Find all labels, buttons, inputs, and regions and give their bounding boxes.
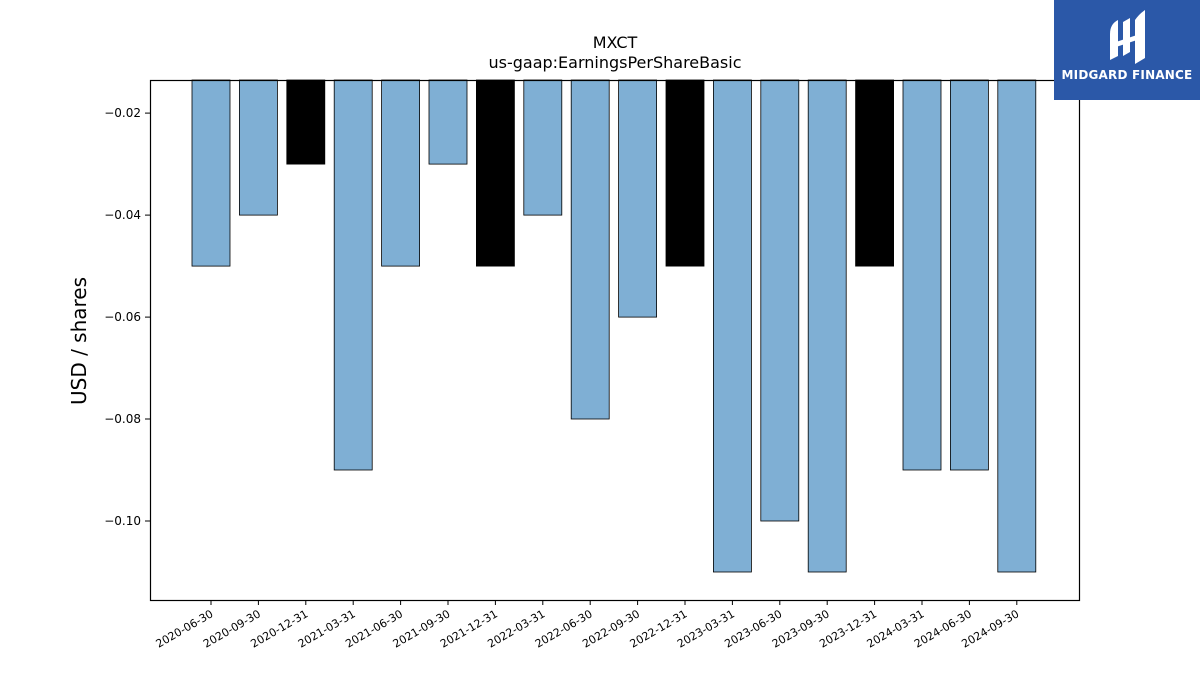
bar-2023-09-30 [807, 79, 847, 573]
bar-2024-09-30 [997, 79, 1037, 573]
y-axis: −0.02 −0.04 −0.06 −0.08 −0.10 [104, 106, 150, 528]
bar-2023-06-30 [760, 79, 800, 522]
chart-title: MXCT [593, 33, 638, 52]
bar-2022-03-31 [523, 79, 563, 216]
bar-2021-06-30 [381, 79, 421, 267]
chart-subtitle: us-gaap:EarningsPerShareBasic [488, 53, 741, 72]
bar-2024-03-31 [902, 79, 942, 471]
y-axis-label: USD / shares [67, 277, 91, 405]
bar-2023-12-31 [855, 79, 894, 267]
bar-2020-09-30 [238, 79, 278, 216]
y-tick-label: −0.10 [104, 514, 141, 528]
y-tick-label: −0.04 [104, 208, 141, 222]
bar-2020-06-30 [191, 79, 231, 267]
bar-2021-12-31 [475, 79, 515, 267]
bar-2021-09-30 [428, 79, 468, 165]
midgard-finance-logo: MIDGARD FINANCE [1054, 0, 1200, 100]
x-axis: 2020-06-302020-09-302020-12-312021-03-31… [154, 600, 1021, 651]
plot-frame [149, 79, 1081, 602]
bar-2024-06-30 [950, 79, 989, 471]
midgard-logo-icon [1110, 10, 1145, 64]
bars [191, 79, 1037, 573]
bar-2022-12-31 [665, 79, 705, 267]
y-tick-label: −0.08 [104, 412, 141, 426]
y-tick-label: −0.06 [104, 310, 141, 324]
bar-2022-09-30 [618, 79, 657, 318]
y-tick-label: −0.02 [104, 106, 141, 120]
bar-2022-06-30 [570, 79, 610, 420]
bar-2020-12-31 [286, 79, 326, 165]
bar-2023-03-31 [713, 79, 752, 573]
bar-2021-03-31 [333, 79, 373, 471]
logo-text: MIDGARD FINANCE [1061, 68, 1193, 82]
